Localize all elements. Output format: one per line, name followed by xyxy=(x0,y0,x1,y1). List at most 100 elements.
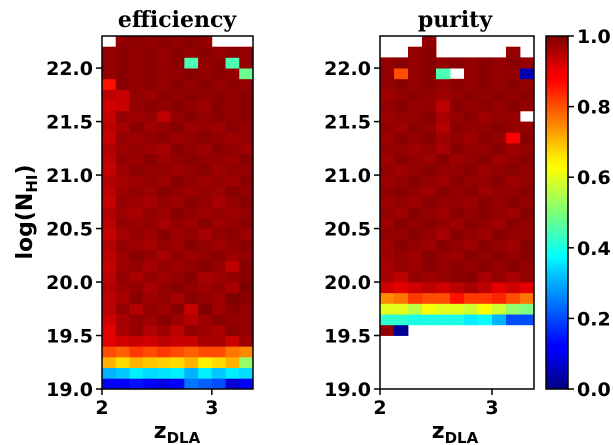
heatmap-cell xyxy=(520,314,535,326)
heatmap-cell xyxy=(408,314,423,326)
heatmap-cell xyxy=(184,367,199,379)
heatmap-cell xyxy=(156,121,172,133)
heatmap-cell xyxy=(170,132,185,144)
heatmap-cell xyxy=(225,346,240,358)
heatmap-cell xyxy=(380,217,395,229)
heatmap-cell xyxy=(239,271,254,283)
heatmap-cell xyxy=(436,282,451,294)
heatmap-cell xyxy=(198,36,213,48)
heatmap-cell xyxy=(102,89,117,101)
x-tick-label: 2 xyxy=(373,397,386,419)
colorbar-ticks: 0.0 0.2 0.4 0.6 0.8 1.0 xyxy=(568,26,611,401)
heatmap-cell xyxy=(478,110,493,122)
heatmap-cell xyxy=(239,78,254,90)
heatmap-cell xyxy=(170,175,185,187)
heatmap-cell xyxy=(225,46,240,58)
colorbar-tick-label: 0.6 xyxy=(577,167,611,189)
heatmap-cell xyxy=(211,46,226,58)
heatmap-cell xyxy=(506,271,521,283)
heatmap-cell xyxy=(394,185,409,197)
heatmap-cell xyxy=(450,249,465,262)
heatmap-cell xyxy=(464,142,479,155)
y-tick-label: 21.0 xyxy=(46,165,93,187)
heatmap-cell xyxy=(239,196,254,208)
heatmap-cell xyxy=(436,228,451,240)
heatmap-cell xyxy=(211,196,226,208)
heatmap-cell xyxy=(520,271,535,283)
heatmap-cell xyxy=(506,314,521,326)
heatmap-cell xyxy=(198,175,213,187)
heatmap-cell xyxy=(170,121,185,133)
heatmap-cell xyxy=(129,346,144,358)
heatmap-cell xyxy=(506,175,521,187)
heatmap-cell xyxy=(129,89,144,101)
heatmap-cell xyxy=(422,260,437,272)
heatmap-cell xyxy=(115,89,130,101)
heatmap-cell xyxy=(506,57,521,69)
heatmap-cell xyxy=(156,260,172,272)
heatmap-cell xyxy=(450,271,465,283)
heatmap-cell xyxy=(115,335,130,347)
heatmap-cell xyxy=(436,196,451,208)
heatmap-cell xyxy=(239,121,254,133)
heatmap-cell xyxy=(408,282,423,294)
heatmap-cell xyxy=(143,57,158,69)
heatmap-cell xyxy=(198,282,213,294)
heatmap-cell xyxy=(102,249,117,262)
heatmap-cell xyxy=(478,78,493,90)
heatmap-cell xyxy=(239,89,254,101)
heatmap-cell xyxy=(143,228,158,240)
heatmap-cell xyxy=(184,207,199,219)
heatmap-cell xyxy=(129,314,144,326)
heatmap-cell xyxy=(380,89,395,101)
heatmap-cell xyxy=(143,207,158,219)
heatmap-cell xyxy=(239,110,254,122)
heatmap-cell xyxy=(143,36,158,48)
colorbar-tick-label: 1.0 xyxy=(577,26,611,48)
heatmap-cell xyxy=(129,207,144,219)
heatmap-cell xyxy=(520,303,535,315)
heatmap-cell xyxy=(239,207,254,219)
heatmap-cell xyxy=(170,356,185,369)
heatmap-cell xyxy=(422,46,437,58)
heatmap-cell xyxy=(422,282,437,294)
heatmap-cell xyxy=(450,260,465,272)
heatmap-cell xyxy=(394,175,409,187)
heatmap-cell xyxy=(520,207,535,219)
heatmap-cell xyxy=(170,89,185,101)
heatmap-cell xyxy=(143,314,158,326)
heatmap-cell xyxy=(198,217,213,229)
heatmap-cell xyxy=(239,314,254,326)
heatmap-cell xyxy=(115,207,130,219)
heatmap-cell xyxy=(394,142,409,155)
heatmap-cell xyxy=(156,335,172,347)
heatmap-cell xyxy=(436,142,451,155)
heatmap-cell xyxy=(422,303,437,315)
heatmap-cell xyxy=(115,324,130,336)
heatmap-cell xyxy=(115,110,130,122)
heatmap-cell xyxy=(129,36,144,48)
heatmap-cell xyxy=(380,314,395,326)
heatmap-cell xyxy=(211,100,226,112)
heatmap-cell xyxy=(198,78,213,90)
y-tick-label: 22.0 xyxy=(324,58,371,80)
heatmap-cell xyxy=(380,175,395,187)
heatmap-cell xyxy=(408,78,423,90)
y-tick-label: 19.0 xyxy=(324,379,371,401)
heatmap-cell xyxy=(506,110,521,122)
heatmap-cell xyxy=(394,217,409,229)
heatmap-cell xyxy=(225,57,240,69)
heatmap-cell xyxy=(464,207,479,219)
heatmap-cell xyxy=(436,57,451,69)
heatmap-cell xyxy=(520,217,535,229)
heatmap-cell xyxy=(156,153,172,165)
heatmap-cell xyxy=(115,100,130,112)
heatmap-cell xyxy=(422,239,437,251)
heatmap-cell xyxy=(102,303,117,315)
heatmap-cell xyxy=(408,249,423,262)
heatmap-cell xyxy=(102,57,117,69)
heatmap-cell xyxy=(156,367,172,379)
heatmap-cell xyxy=(239,164,254,176)
heatmap-cell xyxy=(129,217,144,229)
